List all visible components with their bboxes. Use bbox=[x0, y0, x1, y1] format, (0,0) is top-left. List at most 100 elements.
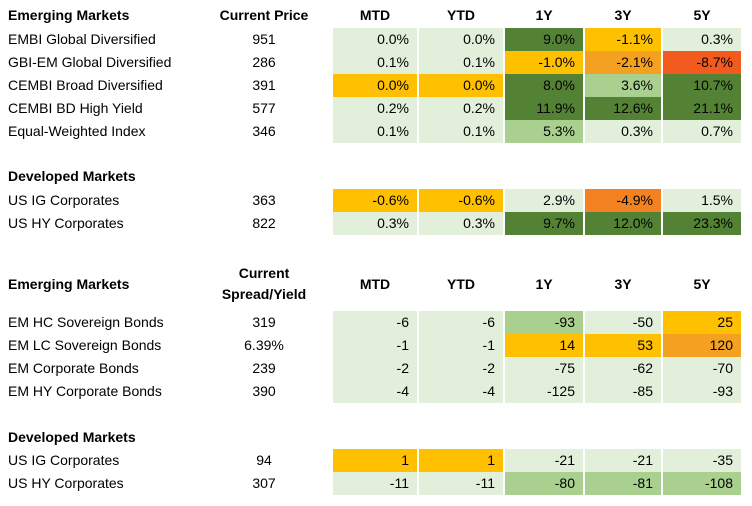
cell-5y: -8.7% bbox=[663, 51, 741, 74]
column-header-mtd: MTD bbox=[359, 7, 391, 23]
row-current-value: 363 bbox=[252, 192, 276, 208]
cell-mtd: 0.3% bbox=[333, 212, 417, 235]
cell-5y: 0.7% bbox=[663, 120, 741, 143]
cell-1y: 9.7% bbox=[505, 212, 583, 235]
cell-1y: -80 bbox=[505, 472, 583, 495]
cell-3y: -2.1% bbox=[585, 51, 661, 74]
cell-5y: -70 bbox=[663, 357, 741, 380]
row-name: CEMBI Broad Diversified bbox=[8, 77, 163, 93]
column-header-mtd: MTD bbox=[359, 276, 391, 292]
cell-ytd: 0.1% bbox=[419, 120, 503, 143]
section-title-emerging-markets-spreads: Emerging Markets bbox=[8, 276, 130, 292]
cell-ytd: 1 bbox=[419, 449, 503, 472]
cell-mtd: 0.0% bbox=[333, 28, 417, 51]
cell-ytd: 0.2% bbox=[419, 97, 503, 120]
table-row: EM Corporate Bonds 239 -2 -2 -75 -62 -70 bbox=[0, 357, 752, 380]
table-row: GBI-EM Global Diversified 286 0.1% 0.1% -1.0… bbox=[0, 51, 752, 74]
row-name: EM Corporate Bonds bbox=[8, 360, 139, 376]
cell-ytd: 0.0% bbox=[419, 74, 503, 97]
table-row: US IG Corporates 94 1 1 -21 -21 -35 bbox=[0, 449, 752, 472]
row-current-value: 319 bbox=[252, 314, 276, 330]
cell-mtd: 1 bbox=[333, 449, 417, 472]
cell-1y: -125 bbox=[505, 380, 583, 403]
cell-1y: -1.0% bbox=[505, 51, 583, 74]
cell-5y: 1.5% bbox=[663, 189, 741, 212]
column-header-5y: 5Y bbox=[693, 7, 711, 23]
table-row: EM HC Sovereign Bonds 319 -6 -6 -93 -50 25 bbox=[0, 311, 752, 334]
cell-3y: -1.1% bbox=[585, 28, 661, 51]
column-header-current-price: Current Price bbox=[219, 7, 309, 23]
table1-header-row: Emerging Markets Current Price MTD YTD 1… bbox=[0, 4, 752, 27]
column-header-5y: 5Y bbox=[693, 276, 711, 292]
row-current-value: 822 bbox=[252, 215, 276, 231]
table3-header-row: Emerging Markets Current Spread/Yield MT… bbox=[0, 264, 752, 304]
cell-5y: 120 bbox=[663, 334, 741, 357]
cell-3y: -85 bbox=[585, 380, 661, 403]
cell-1y: -21 bbox=[505, 449, 583, 472]
table-row: EM HY Corporate Bonds 390 -4 -4 -125 -85 -93 bbox=[0, 380, 752, 403]
row-name: EM HY Corporate Bonds bbox=[8, 383, 162, 399]
cell-mtd: -11 bbox=[333, 472, 417, 495]
row-name: GBI-EM Global Diversified bbox=[8, 54, 172, 70]
cell-mtd: 0.1% bbox=[333, 120, 417, 143]
row-current-value: 307 bbox=[252, 475, 276, 491]
column-header-1y: 1Y bbox=[535, 7, 553, 23]
column-header-ytd: YTD bbox=[447, 7, 475, 23]
row-name: CEMBI BD High Yield bbox=[8, 100, 143, 116]
cell-ytd: -11 bbox=[419, 472, 503, 495]
cell-3y: -62 bbox=[585, 357, 661, 380]
cell-mtd: 0.2% bbox=[333, 97, 417, 120]
cell-3y: 53 bbox=[585, 334, 661, 357]
cell-mtd: -6 bbox=[333, 311, 417, 334]
cell-1y: 8.0% bbox=[505, 74, 583, 97]
cell-5y: -93 bbox=[663, 380, 741, 403]
row-name: US HY Corporates bbox=[8, 475, 124, 491]
table-row: EMBI Global Diversified 951 0.0% 0.0% 9.0% -1… bbox=[0, 28, 752, 51]
cell-mtd: 0.0% bbox=[333, 74, 417, 97]
cell-5y: 0.3% bbox=[663, 28, 741, 51]
cell-3y: 3.6% bbox=[585, 74, 661, 97]
cell-mtd: -1 bbox=[333, 334, 417, 357]
section-title-developed-markets-spreads: Developed Markets bbox=[8, 429, 136, 445]
row-name: US IG Corporates bbox=[8, 452, 120, 468]
cell-5y: -35 bbox=[663, 449, 741, 472]
row-name: EMBI Global Diversified bbox=[8, 31, 156, 47]
cell-5y: -108 bbox=[663, 472, 741, 495]
cell-3y: -50 bbox=[585, 311, 661, 334]
cell-1y: 14 bbox=[505, 334, 583, 357]
table4-header-row: Developed Markets bbox=[0, 426, 752, 449]
column-header-3y: 3Y bbox=[614, 7, 632, 23]
cell-1y: -75 bbox=[505, 357, 583, 380]
cell-mtd: -2 bbox=[333, 357, 417, 380]
section-title-developed-markets: Developed Markets bbox=[8, 168, 136, 184]
table-row: US HY Corporates 307 -11 -11 -80 -81 -108 bbox=[0, 472, 752, 495]
cell-3y: -21 bbox=[585, 449, 661, 472]
column-header-1y: 1Y bbox=[535, 276, 553, 292]
cell-1y: 9.0% bbox=[505, 28, 583, 51]
cell-ytd: 0.3% bbox=[419, 212, 503, 235]
row-name: US HY Corporates bbox=[8, 215, 124, 231]
row-current-value: 390 bbox=[252, 383, 276, 399]
row-name: US IG Corporates bbox=[8, 192, 120, 208]
row-current-value: 577 bbox=[252, 100, 276, 116]
cell-1y: -93 bbox=[505, 311, 583, 334]
cell-5y: 25 bbox=[663, 311, 741, 334]
row-current-value: 286 bbox=[252, 54, 276, 70]
table2-header-row: Developed Markets bbox=[0, 165, 752, 188]
row-current-value: 239 bbox=[252, 360, 276, 376]
cell-mtd: 0.1% bbox=[333, 51, 417, 74]
cell-ytd: 0.1% bbox=[419, 51, 503, 74]
table-row: EM LC Sovereign Bonds 6.39% -1 -1 14 53 120 bbox=[0, 334, 752, 357]
row-name: EM HC Sovereign Bonds bbox=[8, 314, 164, 330]
cell-ytd: -4 bbox=[419, 380, 503, 403]
cell-3y: 12.6% bbox=[585, 97, 661, 120]
section-title-emerging-markets: Emerging Markets bbox=[8, 7, 130, 23]
column-header-ytd: YTD bbox=[447, 276, 475, 292]
table-row: CEMBI Broad Diversified 391 0.0% 0.0% 8.0% 3.… bbox=[0, 74, 752, 97]
cell-1y: 11.9% bbox=[505, 97, 583, 120]
row-name: EM LC Sovereign Bonds bbox=[8, 337, 162, 353]
cell-ytd: -6 bbox=[419, 311, 503, 334]
row-current-value: 94 bbox=[256, 452, 272, 468]
cell-1y: 2.9% bbox=[505, 189, 583, 212]
table-row: US IG Corporates 363 -0.6% -0.6% 2.9% -4.9% 1.… bbox=[0, 189, 752, 212]
